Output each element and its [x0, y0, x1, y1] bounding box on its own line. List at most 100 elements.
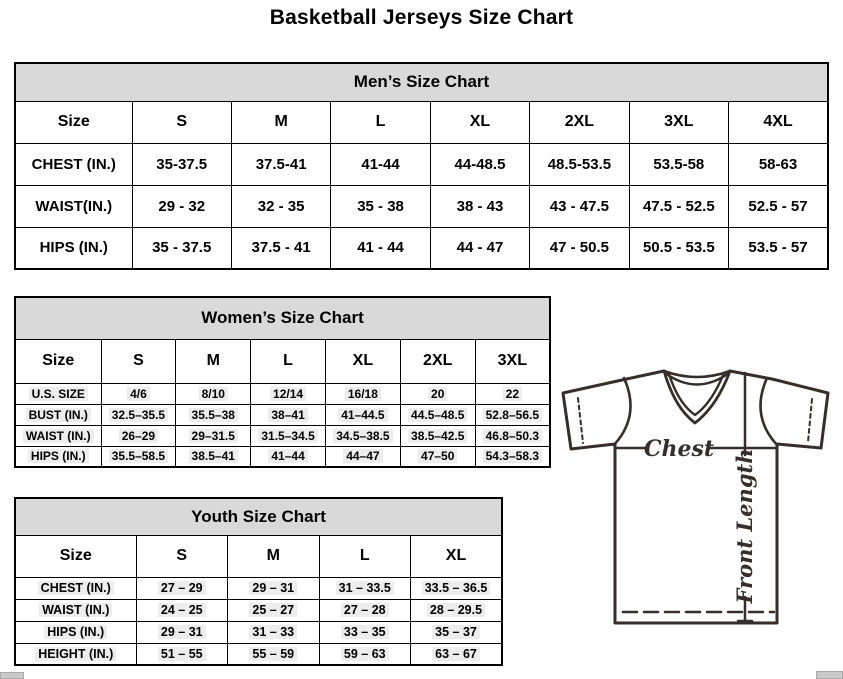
womens-cell: 44.5–48.5	[399, 403, 476, 426]
womens-row-label: WAIST (IN.)	[14, 424, 102, 447]
jersey-diagram-icon: Chest Front Length	[561, 369, 830, 625]
youth-row-label-text: CHEST (IN.)	[37, 581, 114, 595]
mens-chest-row: CHEST (IN.) 35-37.5 37.5-41 41-44 44-48.…	[14, 142, 829, 186]
mens-cell: 35 - 37.5	[131, 226, 232, 270]
mens-header-cell: S	[131, 100, 232, 144]
mens-row-label: CHEST (IN.)	[14, 142, 133, 186]
mens-cell: 47 - 50.5	[529, 226, 630, 270]
womens-cell: 38.5–41	[175, 445, 252, 468]
youth-hips-row: HIPS (IN.) 29 – 31 31 – 33 33 – 35 35 – …	[14, 620, 503, 644]
youth-row-label: HIPS (IN.)	[14, 620, 137, 644]
womens-cell: 38–41	[250, 403, 326, 426]
youth-header-cell: L	[318, 534, 411, 578]
womens-cell-value: 22	[502, 386, 522, 401]
youth-cell-value: 63 – 67	[432, 646, 480, 661]
youth-chest-row: CHEST (IN.) 27 – 29 29 – 31 31 – 33.5 33…	[14, 576, 503, 600]
mens-cell: 32 - 35	[230, 184, 332, 228]
womens-cell-value: 47–50	[418, 449, 458, 464]
bottom-right-ui-fragment	[816, 671, 843, 679]
youth-cell-value: 27 – 29	[157, 581, 206, 595]
youth-cell-value: 31 – 33	[249, 625, 298, 639]
womens-hips-row: HIPS (IN.) 35.5–58.5 38.5–41 41–44 44–47…	[14, 445, 551, 468]
mens-header-cell: XL	[429, 100, 531, 144]
mens-header-cell: M	[230, 100, 332, 144]
jersey-armhole-right	[759, 376, 779, 447]
jersey-collar-rim	[662, 369, 732, 379]
womens-cell: 38.5–42.5	[399, 424, 476, 447]
youth-cell-value: 24 – 25	[157, 603, 206, 617]
youth-cell: 29 – 31	[135, 620, 228, 644]
womens-cell-value: 12/14	[270, 386, 307, 401]
youth-cell-value: 59 – 63	[340, 646, 389, 661]
youth-row-label-text: HIPS (IN.)	[44, 625, 108, 639]
womens-cell: 32.5–35.5	[100, 403, 177, 426]
youth-cell: 29 – 31	[227, 576, 320, 600]
mens-cell: 35-37.5	[131, 142, 232, 186]
youth-cell: 31 – 33.5	[318, 576, 411, 600]
womens-cell: 44–47	[324, 445, 401, 468]
jersey-vneck-inner	[667, 371, 726, 417]
youth-header-cell: M	[227, 534, 320, 578]
womens-cell-value: 31.5–34.5	[258, 428, 318, 443]
jersey-cuff-dash-left	[577, 397, 584, 444]
youth-row-label-text: HEIGHT (IN.)	[35, 646, 117, 661]
youth-size-table: Youth Size Chart Size S M L XL CHEST (IN…	[14, 497, 503, 666]
womens-cell-value: 52.8–56.5	[482, 407, 543, 422]
womens-cell-value: 38–41	[268, 407, 308, 422]
womens-cell: 20	[399, 382, 476, 405]
womens-cell: 35.5–38	[175, 403, 252, 426]
womens-size-table: Women’s Size Chart Size S M L XL 2XL 3XL…	[14, 296, 551, 468]
womens-cell: 4/6	[100, 382, 177, 405]
chest-label: Chest	[644, 436, 714, 462]
womens-cell-value: 26–29	[118, 428, 159, 443]
youth-cell-value: 27 – 28	[340, 603, 389, 617]
youth-cell: 31 – 33	[227, 620, 320, 644]
mens-cell: 58-63	[728, 142, 829, 186]
mens-waist-row: WAIST(IN.) 29 - 32 32 - 35 35 - 38 38 - …	[14, 184, 829, 228]
womens-cell-value: 44–47	[343, 449, 383, 464]
womens-waist-row: WAIST (IN.) 26–29 29–31.5 31.5–34.5 34.5…	[14, 424, 551, 447]
womens-header-cell: 3XL	[474, 338, 551, 384]
womens-row-label-text: BUST (IN.)	[25, 407, 91, 422]
youth-cell: 51 – 55	[135, 642, 228, 666]
youth-cell: 33.5 – 36.5	[410, 576, 503, 600]
womens-cell-value: 44.5–48.5	[408, 407, 468, 422]
womens-cell: 46.8–50.3	[474, 424, 551, 447]
mens-header-cell: Size	[14, 100, 133, 144]
mens-cell: 53.5 - 57	[728, 226, 829, 270]
youth-header-cell: Size	[14, 534, 137, 578]
mens-header-cell: 3XL	[628, 100, 730, 144]
youth-cell-value: 51 – 55	[157, 646, 206, 661]
jersey-cuff-dash-right	[807, 398, 813, 443]
youth-table-caption: Youth Size Chart	[14, 497, 503, 536]
youth-cell: 27 – 28	[318, 598, 411, 622]
mens-header-cell: L	[330, 100, 431, 144]
youth-cell-value: 33 – 35	[340, 625, 389, 639]
mens-cell: 52.5 - 57	[728, 184, 829, 228]
mens-hips-row: HIPS (IN.) 35 - 37.5 37.5 - 41 41 - 44 4…	[14, 226, 829, 270]
womens-row-label-text: U.S. SIZE	[28, 386, 88, 401]
womens-header-cell: XL	[324, 338, 401, 384]
youth-waist-row: WAIST (IN.) 24 – 25 25 – 27 27 – 28 28 –…	[14, 598, 503, 622]
womens-cell-value: 8/10	[198, 386, 228, 401]
mens-cell: 44 - 47	[429, 226, 531, 270]
mens-cell: 29 - 32	[131, 184, 232, 228]
youth-header-cell: S	[135, 534, 228, 578]
mens-cell: 48.5-53.5	[529, 142, 630, 186]
mens-cell: 37.5-41	[230, 142, 332, 186]
youth-cell-value: 55 – 59	[249, 646, 298, 661]
youth-header-cell: XL	[410, 534, 503, 578]
youth-cell-value: 31 – 33.5	[335, 581, 394, 595]
youth-cell: 63 – 67	[410, 642, 503, 666]
mens-cell: 50.5 - 53.5	[628, 226, 730, 270]
mens-header-cell: 2XL	[529, 100, 630, 144]
womens-bust-row: BUST (IN.) 32.5–35.5 35.5–38 38–41 41–44…	[14, 403, 551, 426]
womens-cell: 16/18	[324, 382, 401, 405]
womens-cell-value: 20	[428, 386, 448, 401]
mens-cell: 38 - 43	[429, 184, 531, 228]
womens-row-label-text: HIPS (IN.)	[27, 449, 89, 464]
womens-cell-value: 16/18	[344, 386, 381, 401]
mens-header-cell: 4XL	[728, 100, 829, 144]
mens-cell: 41 - 44	[330, 226, 431, 270]
womens-header-cell: L	[250, 338, 326, 384]
